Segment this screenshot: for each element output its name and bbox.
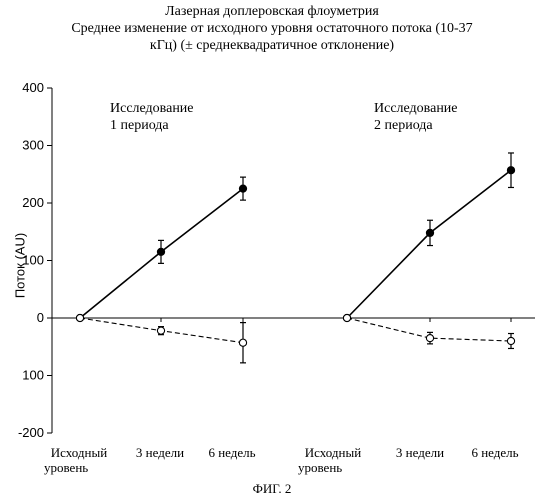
x-tick-label-text: Исходный	[298, 445, 368, 460]
x-tick-label-baseline-1: Исходный уровень	[44, 445, 114, 475]
data-point-open	[426, 335, 433, 342]
data-point-open	[76, 314, 83, 321]
annotation-period-2-line-1: Исследование	[374, 100, 458, 117]
y-axis-label: Поток (AU)	[13, 226, 28, 306]
annotation-period-1-line-2: 1 периода	[110, 117, 169, 134]
x-tick-label-text: уровень	[44, 460, 114, 475]
y-tick-label: 0	[37, 310, 44, 325]
x-tick-label-baseline-2: Исходный уровень	[298, 445, 368, 475]
data-point-open	[239, 339, 246, 346]
data-point-open	[507, 337, 514, 344]
y-tick-label: -200	[18, 425, 44, 440]
y-tick-label: 200	[22, 195, 44, 210]
y-tick-label: 300	[22, 138, 44, 153]
x-tick-label-week3-1: 3 недели	[125, 445, 195, 460]
annotation-period-1-line-1: Исследование	[110, 100, 194, 117]
series-line-solid	[347, 170, 511, 318]
x-tick-label-text: 3 недели	[125, 445, 195, 460]
x-tick-label-week6-2: 6 недель	[460, 445, 530, 460]
data-point-filled	[426, 229, 433, 236]
y-tick-label: 400	[22, 80, 44, 95]
x-tick-label-text: Исходный	[44, 445, 114, 460]
x-tick-label-text: 6 недель	[460, 445, 530, 460]
annotation-period-2-line-2: 2 периода	[374, 117, 433, 134]
x-tick-label-text: 6 недель	[197, 445, 267, 460]
figure-caption: ФИГ. 2	[0, 481, 544, 497]
data-point-open	[343, 314, 350, 321]
data-point-filled	[157, 248, 164, 255]
data-point-filled	[239, 185, 246, 192]
data-point-open	[157, 327, 164, 334]
data-point-filled	[507, 167, 514, 174]
y-tick-label: 100	[22, 368, 44, 383]
x-tick-label-text: 3 недели	[385, 445, 455, 460]
x-tick-label-week3-2: 3 недели	[385, 445, 455, 460]
x-tick-label-week6-1: 6 недель	[197, 445, 267, 460]
x-tick-label-text: уровень	[298, 460, 368, 475]
